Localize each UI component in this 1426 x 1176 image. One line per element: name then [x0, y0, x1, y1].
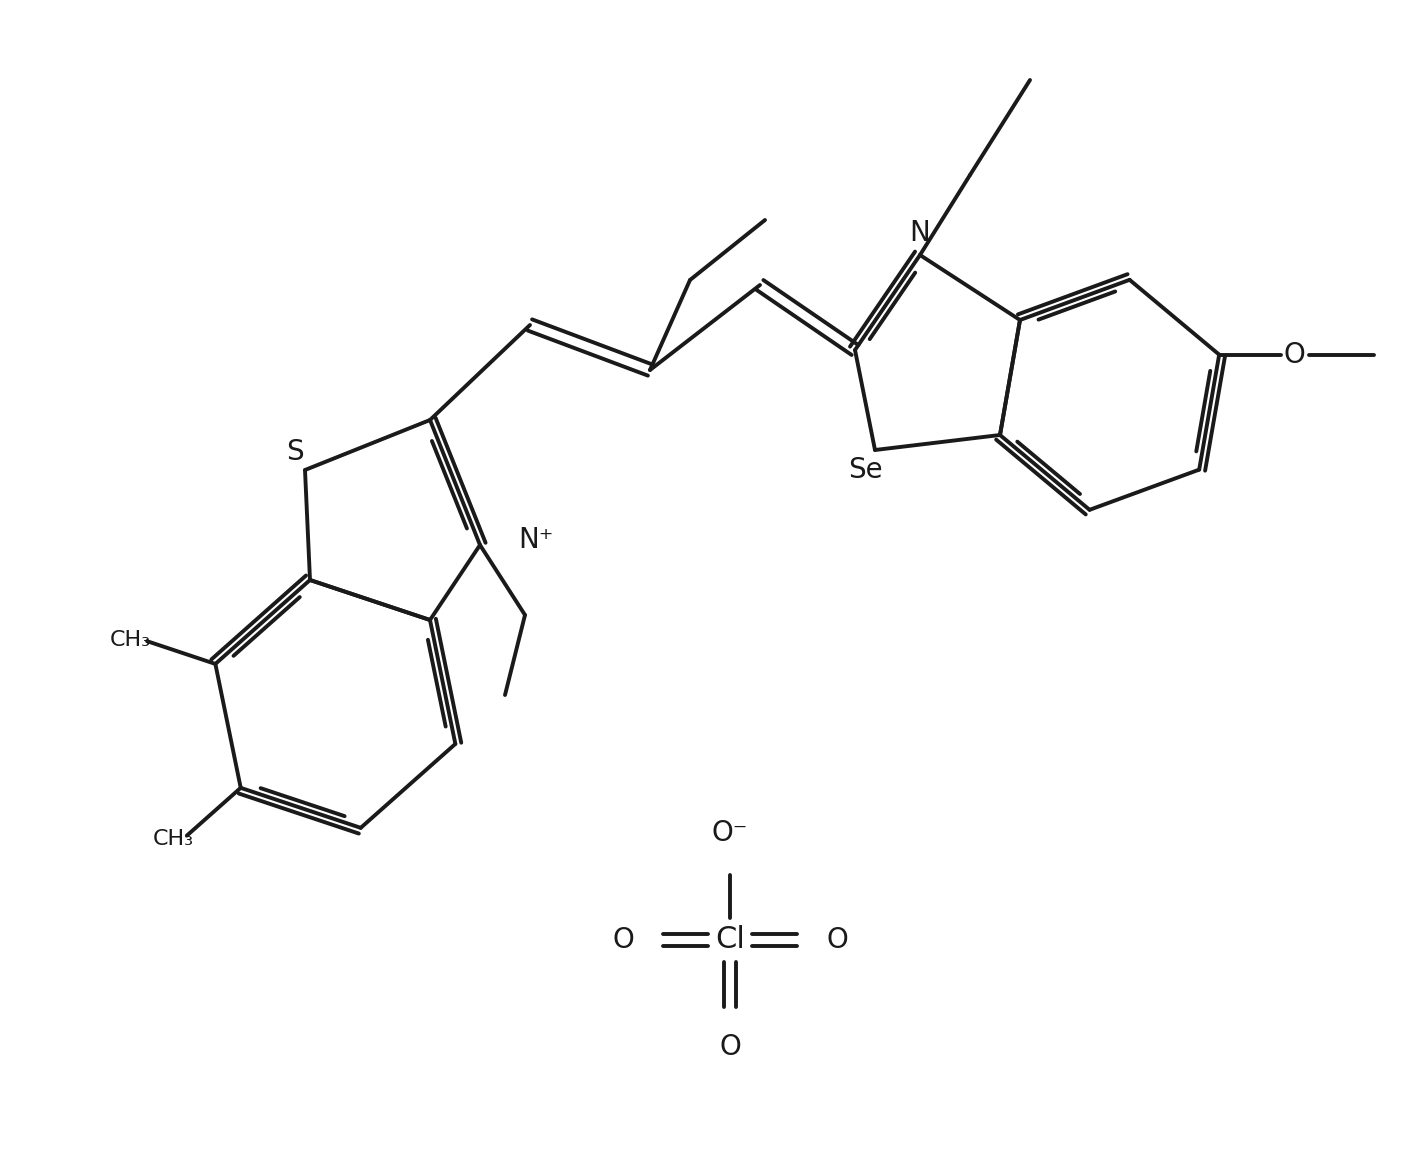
- Text: CH₃: CH₃: [110, 629, 151, 649]
- Text: Cl: Cl: [714, 926, 744, 955]
- Text: O: O: [719, 1033, 742, 1061]
- Text: O: O: [612, 926, 635, 954]
- Text: O⁻: O⁻: [712, 818, 749, 847]
- Text: O: O: [826, 926, 848, 954]
- Text: O: O: [1283, 341, 1305, 368]
- Text: N⁺: N⁺: [518, 526, 553, 554]
- Text: CH₃: CH₃: [153, 829, 194, 849]
- Text: N: N: [910, 219, 930, 247]
- Text: Se: Se: [847, 456, 883, 485]
- Text: S: S: [287, 437, 304, 466]
